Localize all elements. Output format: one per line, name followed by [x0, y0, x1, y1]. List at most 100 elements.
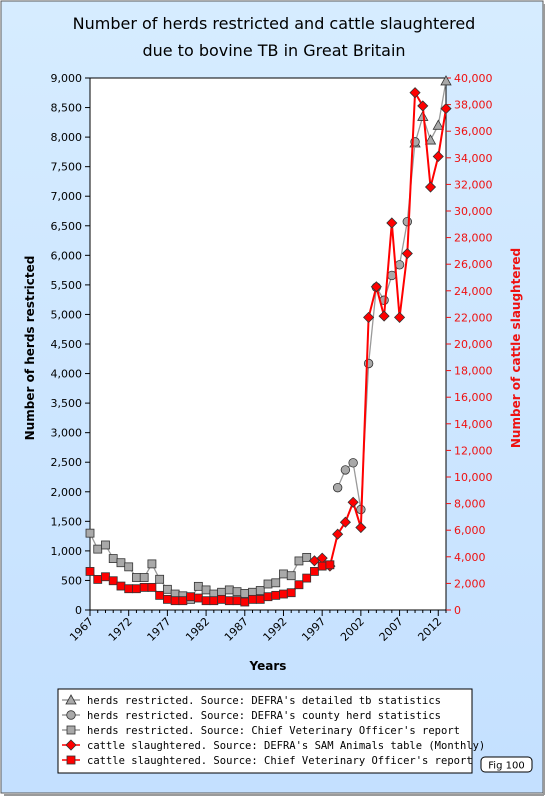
series-4-line [314, 89, 447, 569]
right-axis-tick-label: 14,000 [454, 418, 493, 431]
legend-label: herds restricted. Source: DEFRA's county… [87, 710, 441, 722]
series-5-point [248, 594, 257, 604]
left-axis-tick-label: 3,000 [51, 427, 83, 440]
legend-swatch-marker [65, 739, 77, 751]
series-1-point [424, 134, 437, 145]
chart-title-line-1: Number of herds restricted and cattle sl… [73, 14, 476, 33]
series-1-point [432, 119, 444, 130]
legend-entry-3: herds restricted. Source: Chief Veterina… [62, 725, 460, 737]
series-1-point [440, 75, 452, 86]
series-layer [85, 75, 452, 607]
series-3-point [255, 586, 265, 595]
chart-title-line-2: due to bovine TB in Great Britain [142, 41, 405, 60]
series-4-point [355, 521, 367, 534]
series-5-point [116, 581, 126, 591]
series-3-point [240, 589, 250, 598]
series-5 [85, 560, 335, 607]
legend-swatch-marker [66, 725, 76, 735]
series-5-point [325, 560, 335, 570]
series-4-point [393, 311, 406, 323]
right-axis-tick-label: 20,000 [454, 338, 493, 351]
series-3-point [263, 579, 273, 589]
left-axis-tick-label: 1,500 [51, 515, 83, 528]
series-3-point [101, 540, 110, 550]
series-4-point [409, 87, 421, 99]
series-4-point [417, 100, 429, 112]
left-axis-tick-label: 5,000 [51, 308, 83, 321]
fig-badge: Fig 100 [480, 756, 533, 773]
right-axis-tick-label: 30,000 [454, 205, 493, 218]
series-3-point [232, 587, 242, 597]
left-axis-tick-label: 6,500 [51, 220, 83, 233]
series-5-point [170, 596, 180, 606]
right-axis-tick-label: 16,000 [454, 391, 493, 404]
left-axis-tick-label: 7,000 [51, 190, 83, 203]
series-4-point [424, 181, 437, 193]
plot-area [89, 77, 447, 611]
legend-label: herds restricted. Source: Chief Veterina… [87, 725, 460, 737]
left-axis-tick-label: 6,000 [51, 249, 83, 262]
series-4 [308, 87, 452, 572]
series-5-point [302, 573, 312, 583]
series-4-point [401, 247, 413, 260]
series-3-point [139, 573, 149, 582]
series-2-point [394, 260, 405, 270]
series-5-point [101, 572, 110, 582]
series-5-point [155, 590, 165, 600]
series-5-point [263, 592, 273, 602]
series-5-point [108, 576, 118, 586]
right-axis-tick-label: 6,000 [454, 524, 486, 537]
right-axis-tick-label: 4,000 [454, 551, 486, 564]
chart-title: Number of herds restricted and cattle sl… [73, 14, 476, 60]
series-4-point [378, 310, 390, 322]
left-axis-tick-label: 0 [75, 604, 82, 617]
right-axis-tick-label: 28,000 [454, 232, 493, 245]
right-axis-tick-label: 34,000 [454, 152, 493, 165]
series-5-point [93, 575, 103, 584]
series-3-point [302, 552, 312, 562]
series-3-point [294, 556, 304, 566]
series-3-point [286, 571, 296, 581]
series-4-point [440, 103, 452, 115]
legend-swatch-marker [65, 694, 77, 705]
right-axis-tick-label: 40,000 [454, 72, 493, 85]
right-axis-tick-label: 36,000 [454, 125, 493, 138]
right-axis-label: Number of cattle slaughtered [509, 248, 523, 448]
left-axis-tick-label: 3,500 [51, 397, 83, 410]
series-5-point [279, 589, 288, 599]
right-axis-tick-label: 0 [454, 604, 461, 617]
legend-label: cattle slaughtered. Source: DEFRA's SAM … [87, 740, 485, 752]
series-3-point [147, 559, 157, 569]
left-axis-tick-label: 2,500 [51, 456, 83, 469]
series-5-point [294, 580, 304, 590]
series-5-point [224, 596, 234, 606]
series-4-point [432, 150, 444, 163]
series-3-point [279, 569, 288, 579]
left-axis-tick-label: 1,000 [51, 545, 83, 558]
left-axis-tick-label: 5,500 [51, 279, 83, 292]
left-axis-label: Number of herds restricted [23, 256, 37, 441]
series-4-point [363, 311, 375, 323]
right-axis: 0 2,000 4,000 6,000 8,000 10,000 12,000 14,000 1… [446, 72, 493, 617]
right-axis-tick-label: 24,000 [454, 285, 493, 298]
left-axis-tick-label: 500 [61, 574, 82, 587]
legend-entry-2: herds restricted. Source: DEFRA's county… [62, 710, 441, 722]
legend: herds restricted. Source: DEFRA's detail… [57, 688, 485, 774]
series-5-point [124, 584, 134, 594]
series-3-point [193, 581, 203, 591]
series-5-point [232, 596, 242, 606]
series-5-point [186, 592, 196, 602]
left-axis-tick-label: 8,500 [51, 102, 83, 115]
right-axis-tick-label: 38,000 [454, 99, 493, 112]
series-5-point [139, 582, 149, 592]
series-4-point [332, 528, 344, 540]
fig-label: Fig 100 [488, 761, 524, 772]
left-axis-tick-label: 9,000 [51, 72, 83, 85]
series-5-point [193, 593, 203, 603]
legend-entry-4: cattle slaughtered. Source: DEFRA's SAM … [62, 739, 485, 752]
series-3-point [93, 544, 103, 554]
legend-entry-1: herds restricted. Source: DEFRA's detail… [62, 694, 441, 707]
series-2-point [332, 482, 343, 493]
left-axis-tick-label: 4,500 [51, 338, 83, 351]
